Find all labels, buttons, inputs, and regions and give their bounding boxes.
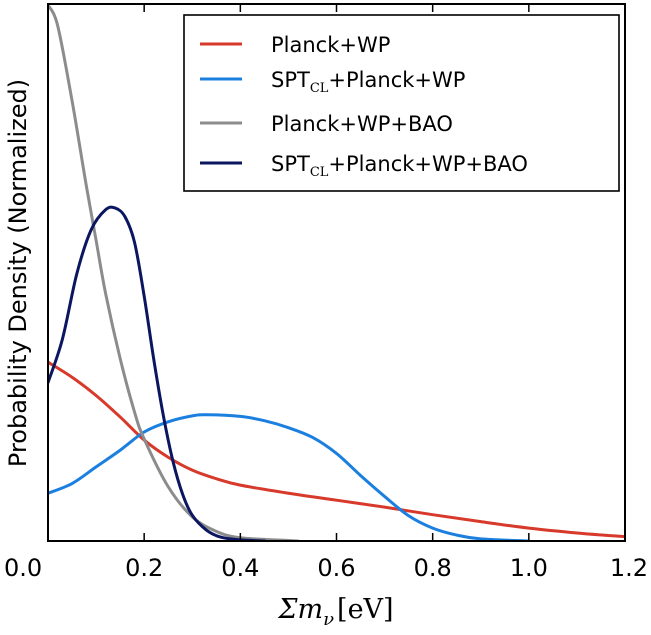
series-layer xyxy=(48,4,625,541)
x-axis-label-unit: [eV] xyxy=(337,594,394,625)
legend-label-4: SPTCL+Planck+WP+BAO xyxy=(271,152,528,180)
x-tick-label: 0.2 xyxy=(125,554,163,582)
tick-layer: 0.0 0.2 0.4 0.6 0.8 1.0 1.2 xyxy=(4,4,648,582)
legend: Planck+WP SPTCL+Planck+WP Planck+WP+BAO SPT… xyxy=(183,14,620,192)
x-axis-label-main: Σm xyxy=(277,594,323,625)
legend-label-2: SPTCL+Planck+WP xyxy=(271,68,465,96)
x-tick-label: 0.4 xyxy=(221,554,259,582)
legend-label-3: Planck+WP+BAO xyxy=(271,112,453,136)
series-line-3 xyxy=(48,4,300,541)
x-tick-label: 0.8 xyxy=(414,554,452,582)
x-axis-label: Σmν [eV] xyxy=(277,594,393,630)
x-tick-label: 0.6 xyxy=(317,554,355,582)
legend-label-1: Planck+WP xyxy=(271,33,390,57)
x-tick-label: 1.2 xyxy=(610,554,648,582)
series-line-4 xyxy=(48,205,266,541)
x-axis-label-sub: ν xyxy=(323,609,334,630)
x-tick-label: 0.0 xyxy=(4,554,42,582)
legend-frame xyxy=(183,14,620,192)
x-tick-label: 1.0 xyxy=(510,554,548,582)
series-line-2 xyxy=(48,413,531,541)
y-axis-label: Probability Density (Normalized) xyxy=(4,79,32,467)
series-line-1 xyxy=(48,360,625,539)
